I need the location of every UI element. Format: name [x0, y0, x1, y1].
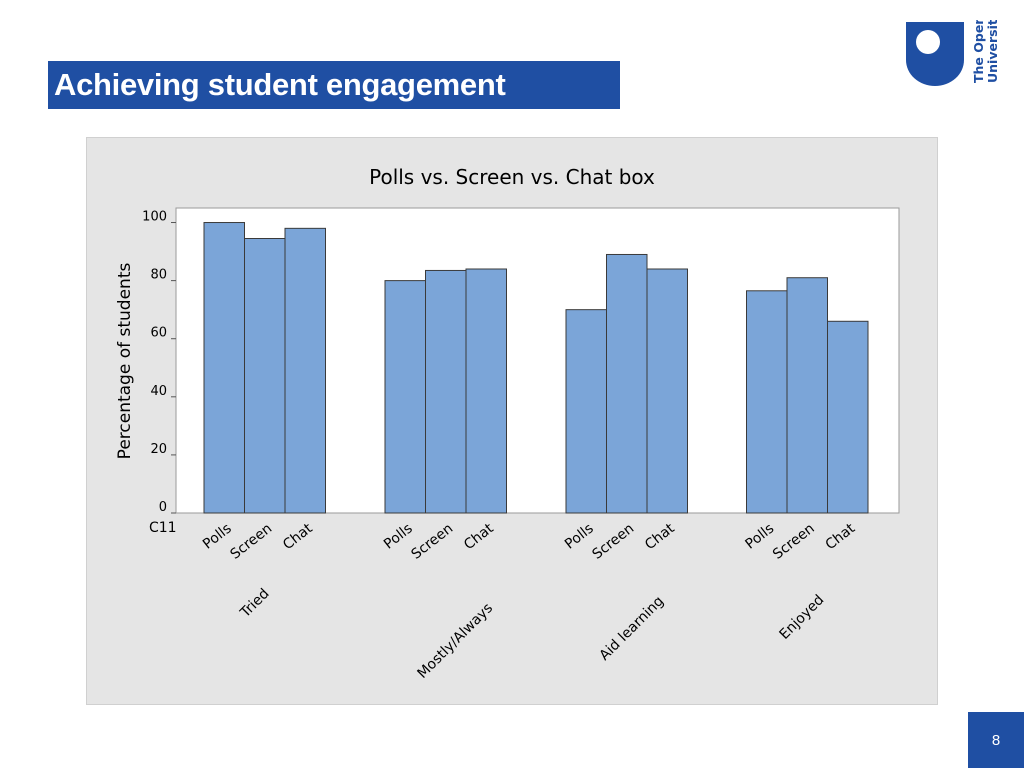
x-tick-label: Screen — [408, 521, 456, 563]
page-number-badge: 8 — [968, 712, 1024, 768]
x-tick-label: Screen — [227, 521, 275, 563]
slide-title: Achieving student engagement — [48, 61, 620, 109]
chart-title: Polls vs. Screen vs. Chat box — [369, 165, 655, 189]
bar-enjoyed-screen — [786, 277, 828, 514]
y-axis-label: Percentage of students — [115, 263, 135, 460]
x-tick-label: Chat — [823, 520, 859, 553]
x-tick-label: Chat — [280, 520, 316, 553]
open-university-logo: The Open University — [906, 20, 1000, 86]
x-tick-label: Screen — [770, 521, 818, 563]
group-label: Enjoyed — [777, 592, 828, 643]
y-tick-label: 40 — [150, 384, 167, 399]
y-tick-label: 0 — [159, 500, 167, 515]
chart-panel: Polls vs. Screen vs. Chat box Percentage… — [86, 137, 938, 705]
bar-enjoyed-polls — [746, 290, 788, 514]
bar-mostly-always-chat — [465, 268, 507, 514]
bar-tried-chat — [284, 227, 326, 514]
x-axis-label: C11 — [149, 520, 177, 536]
bar-tried-screen — [244, 238, 286, 514]
logo-circle-icon — [916, 30, 940, 54]
logo-shield-icon — [906, 22, 964, 86]
x-tick-label: Screen — [589, 521, 637, 563]
x-tick-label: Chat — [642, 520, 678, 553]
bar-aid-learning-chat — [646, 268, 688, 514]
group-label: Tried — [237, 586, 273, 622]
group-label: Mostly/Always — [415, 600, 497, 682]
logo-text-line-2: University — [985, 20, 1000, 83]
bar-aid-learning-screen — [606, 253, 648, 514]
y-tick-label: 100 — [142, 210, 167, 225]
y-tick-label: 60 — [150, 326, 167, 341]
y-axis-ticks: 0 20 40 60 80 100 — [142, 210, 176, 515]
bar-tried-polls — [203, 222, 245, 514]
logo-text-line-1: The Open — [971, 20, 986, 83]
bar-chart: Polls vs. Screen vs. Chat box Percentage… — [115, 165, 900, 682]
bar-enjoyed-chat — [827, 320, 869, 514]
bar-mostly-always-screen — [425, 269, 467, 514]
y-tick-label: 80 — [150, 268, 167, 283]
x-tick-label: Chat — [461, 520, 497, 553]
group-labels: Tried Mostly/Always Aid learning Enjoyed — [237, 586, 828, 682]
bar-aid-learning-polls — [565, 309, 607, 514]
y-tick-label: 20 — [150, 442, 167, 457]
group-label: Aid learning — [597, 593, 668, 664]
bar-mostly-always-polls — [384, 280, 426, 514]
bars — [203, 222, 869, 514]
